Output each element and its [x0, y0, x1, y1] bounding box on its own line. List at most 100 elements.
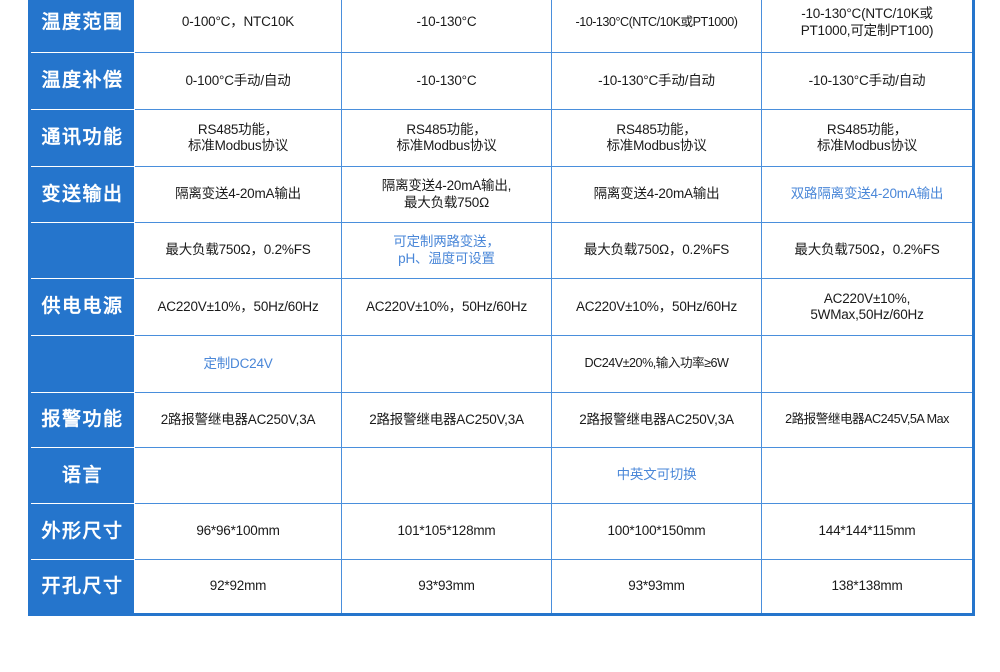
- table-cell-r8-c1: [341, 447, 552, 504]
- cell-line: 定制DC24V: [203, 355, 273, 371]
- row-label-9: 外形尺寸: [29, 503, 135, 560]
- cell-line: 隔离变送4-20mA输出: [175, 186, 301, 202]
- cell-line: 93*93mm: [418, 578, 475, 594]
- cell-line: 隔离变送4-20mA输出,: [381, 178, 512, 194]
- table-row: 定制DC24V DC24V±20%,输入功率≥6W: [29, 335, 974, 393]
- table-cell-r5-c2: AC220V±10%，50Hz/60Hz: [551, 278, 762, 336]
- table-cell-r7-c2: 2路报警继电器AC250V,3A: [551, 392, 762, 448]
- table-cell-r8-c3: [761, 447, 974, 504]
- cell-line: 5WMax,50Hz/60Hz: [810, 307, 924, 322]
- cell-line: -10-130°C: [416, 14, 477, 30]
- row-label-10: 开孔尺寸: [29, 559, 135, 615]
- cell-line: 标准Modbus协议: [187, 138, 289, 153]
- cell-line: pH、温度可设置: [398, 250, 495, 266]
- table-cell-r8-c2: 中英文可切换: [551, 447, 762, 504]
- row-label-7: 报警功能: [29, 392, 135, 448]
- cell-line: 0-100°C手动/自动: [185, 72, 291, 88]
- cell-line: AC220V±10%，50Hz/60Hz: [366, 298, 527, 314]
- table-cell-r3-c3: 双路隔离变送4-20mA输出: [761, 166, 974, 223]
- table-cell-r7-c3: 2路报警继电器AC245V,5A Max: [761, 392, 974, 448]
- table-cell-r0-c1: -10-130°C: [341, 0, 552, 53]
- cell-line: 中英文可切换: [616, 467, 697, 483]
- cell-line: 2路报警继电器AC245V,5A Max: [785, 412, 949, 427]
- table-cell-r4-c2: 最大负载750Ω，0.2%FS: [551, 222, 762, 279]
- table-cell-r0-c2: -10-130°C(NTC/10K或PT1000): [551, 0, 762, 53]
- cell-line: RS485功能，: [406, 121, 487, 137]
- cell-line: RS485功能，: [197, 121, 279, 137]
- table-row: 变送输出 隔离变送4-20mA输出 隔离变送4-20mA输出, 最大负载750Ω 隔离变…: [29, 166, 974, 223]
- cell-line: 101*105*128mm: [397, 523, 496, 539]
- table-cell-r10-c2: 93*93mm: [551, 559, 762, 615]
- table-cell-r0-c0: 0-100°C，NTC10K: [134, 0, 342, 53]
- specification-table-body: 温度范围 0-100°C，NTC10K -10-130°C -10-130°C(NTC…: [29, 0, 974, 615]
- table-row: 外形尺寸 96*96*100mm 101*105*128mm 100*100*150m…: [29, 503, 974, 560]
- table-cell-r5-c0: AC220V±10%，50Hz/60Hz: [134, 278, 342, 336]
- cell-line: 2路报警继电器AC250V,3A: [160, 411, 316, 427]
- table-cell-r2-c0: RS485功能， 标准Modbus协议: [134, 109, 342, 167]
- specification-table-container: 温度范围 0-100°C，NTC10K -10-130°C -10-130°C(NTC…: [28, 0, 975, 616]
- cell-line: DC24V±20%,输入功率≥6W: [584, 356, 729, 371]
- table-cell-r6-c2: DC24V±20%,输入功率≥6W: [551, 335, 762, 393]
- table-cell-r1-c1: -10-130°C: [341, 52, 552, 110]
- table-cell-r5-c3: AC220V±10%, 5WMax,50Hz/60Hz: [761, 278, 974, 336]
- row-label-blank-6: [29, 335, 135, 393]
- cell-line: 最大负载750Ω，0.2%FS: [583, 242, 730, 258]
- cell-line: 可定制两路变送，: [393, 234, 500, 250]
- cell-line: 最大负载750Ω: [403, 194, 490, 210]
- cell-line: AC220V±10%,: [823, 290, 911, 306]
- cell-line: 138*138mm: [831, 578, 903, 594]
- cell-line: RS485功能，: [826, 121, 908, 137]
- table-cell-r1-c0: 0-100°C手动/自动: [134, 52, 342, 110]
- table-row: 语言 中英文可切换: [29, 447, 974, 504]
- table-cell-r6-c3: [761, 335, 974, 393]
- table-cell-r2-c3: RS485功能， 标准Modbus协议: [761, 109, 974, 167]
- specification-table: 温度范围 0-100°C，NTC10K -10-130°C -10-130°C(NTC…: [28, 0, 975, 616]
- cell-line: 2路报警继电器AC250V,3A: [579, 411, 734, 427]
- cell-line: 标准Modbus协议: [816, 138, 918, 153]
- cell-line: -10-130°C: [416, 72, 477, 88]
- cell-line: -10-130°C(NTC/10K或: [801, 6, 933, 22]
- table-cell-r2-c2: RS485功能， 标准Modbus协议: [551, 109, 762, 167]
- table-cell-r9-c2: 100*100*150mm: [551, 503, 762, 560]
- cell-line: 2路报警继电器AC250V,3A: [369, 411, 524, 427]
- cell-line: 标准Modbus协议: [606, 138, 707, 153]
- cell-line: -10-130°C(NTC/10K或PT1000): [575, 14, 738, 29]
- table-cell-r6-c0: 定制DC24V: [134, 335, 342, 393]
- cell-line: PT1000,可定制PT100): [800, 22, 934, 38]
- table-cell-r4-c3: 最大负载750Ω，0.2%FS: [761, 222, 974, 279]
- row-label-3: 变送输出: [29, 166, 135, 223]
- table-row: 温度补偿 0-100°C手动/自动 -10-130°C -10-130°C手动/自动 -…: [29, 52, 974, 110]
- table-cell-r10-c3: 138*138mm: [761, 559, 974, 615]
- table-cell-r3-c0: 隔离变送4-20mA输出: [134, 166, 342, 223]
- cell-line: 144*144*115mm: [818, 523, 916, 539]
- cell-line: 100*100*150mm: [607, 523, 706, 539]
- table-row: 报警功能 2路报警继电器AC250V,3A 2路报警继电器AC250V,3A 2路报警…: [29, 392, 974, 448]
- table-cell-r10-c0: 92*92mm: [134, 559, 342, 615]
- table-cell-r2-c1: RS485功能， 标准Modbus协议: [341, 109, 552, 167]
- row-label-blank-4: [29, 222, 135, 279]
- table-cell-r0-c3: -10-130°C(NTC/10K或 PT1000,可定制PT100): [761, 0, 974, 53]
- cell-line: RS485功能，: [616, 121, 697, 137]
- cell-line: 标准Modbus协议: [396, 138, 497, 153]
- table-cell-r3-c1: 隔离变送4-20mA输出, 最大负载750Ω: [341, 166, 552, 223]
- cell-line: -10-130°C手动/自动: [808, 72, 926, 88]
- cell-line: AC220V±10%，50Hz/60Hz: [157, 298, 319, 314]
- table-cell-r1-c3: -10-130°C手动/自动: [761, 52, 974, 110]
- cell-line: 96*96*100mm: [196, 523, 280, 539]
- table-row: 通讯功能 RS485功能， 标准Modbus协议 RS485功能， 标准Modbus协议…: [29, 109, 974, 167]
- cell-line: 93*93mm: [628, 578, 685, 594]
- cell-line: 最大负载750Ω，0.2%FS: [794, 242, 940, 258]
- table-cell-r7-c0: 2路报警继电器AC250V,3A: [134, 392, 342, 448]
- table-row: 温度范围 0-100°C，NTC10K -10-130°C -10-130°C(NTC…: [29, 0, 974, 53]
- table-cell-r5-c1: AC220V±10%，50Hz/60Hz: [341, 278, 552, 336]
- row-label-1: 温度补偿: [29, 52, 135, 110]
- cell-line: AC220V±10%，50Hz/60Hz: [576, 298, 737, 314]
- table-cell-r4-c1: 可定制两路变送， pH、温度可设置: [341, 222, 552, 279]
- table-cell-r8-c0: [134, 447, 342, 504]
- cell-line: 隔离变送4-20mA输出: [593, 186, 720, 202]
- table-row: 供电电源 AC220V±10%，50Hz/60Hz AC220V±10%，50Hz/…: [29, 278, 974, 336]
- row-label-5: 供电电源: [29, 278, 135, 336]
- row-label-8: 语言: [29, 447, 135, 504]
- table-cell-r1-c2: -10-130°C手动/自动: [551, 52, 762, 110]
- table-row: 开孔尺寸 92*92mm 93*93mm 93*93mm 138*138mm: [29, 559, 974, 615]
